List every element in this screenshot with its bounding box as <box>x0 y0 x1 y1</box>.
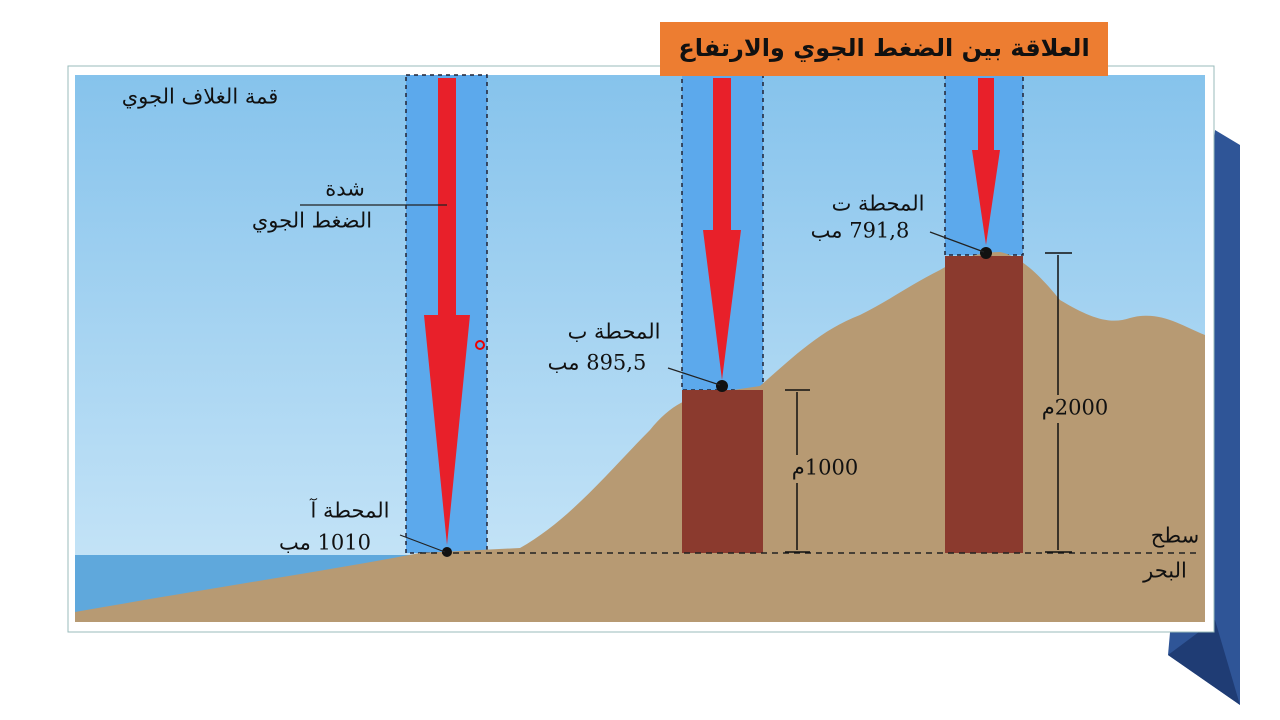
pressure-label: الضغط الجوي <box>252 209 372 234</box>
atmosphere-top: قمة الغلاف الجوي <box>122 85 279 110</box>
station-a-dot <box>442 547 452 557</box>
station-name: المحطة ب <box>568 320 661 344</box>
station-pressure: 895,5 مب <box>548 351 647 375</box>
leader <box>929 231 985 253</box>
sea-level-label: البحر <box>1142 559 1187 584</box>
mountain <box>75 252 1205 622</box>
pressure-label: شدة <box>325 177 365 201</box>
station-pressure: 791,8 مب <box>811 219 910 243</box>
leaders <box>300 204 985 553</box>
title-box <box>660 22 1108 76</box>
station-b-dot <box>716 380 728 392</box>
station-name: المحطة ت <box>832 192 925 216</box>
height-block-1000 <box>682 390 763 553</box>
height-label: 2000م <box>1042 396 1108 421</box>
stations <box>442 247 992 557</box>
height-label: 1000م <box>792 456 858 481</box>
label-bg <box>785 455 865 483</box>
height-block-2000 <box>945 256 1023 553</box>
station-t-dot <box>980 247 992 259</box>
station-name: المحطة آ <box>310 497 390 523</box>
title: العلاقة بين الضغط الجوي والارتفاع <box>678 34 1089 62</box>
pressure-arrows <box>424 78 1000 545</box>
cursor <box>475 340 485 350</box>
arrow-b <box>703 78 741 380</box>
arrow-t <box>972 78 1000 245</box>
arrow-a <box>424 78 470 545</box>
decoration-shadow <box>1168 620 1240 705</box>
sea-level-label: سطح <box>1151 524 1199 549</box>
leader <box>399 534 446 553</box>
station-pressure: 1010 مب <box>279 531 371 555</box>
label-bg <box>1025 395 1125 423</box>
leader <box>667 367 721 386</box>
